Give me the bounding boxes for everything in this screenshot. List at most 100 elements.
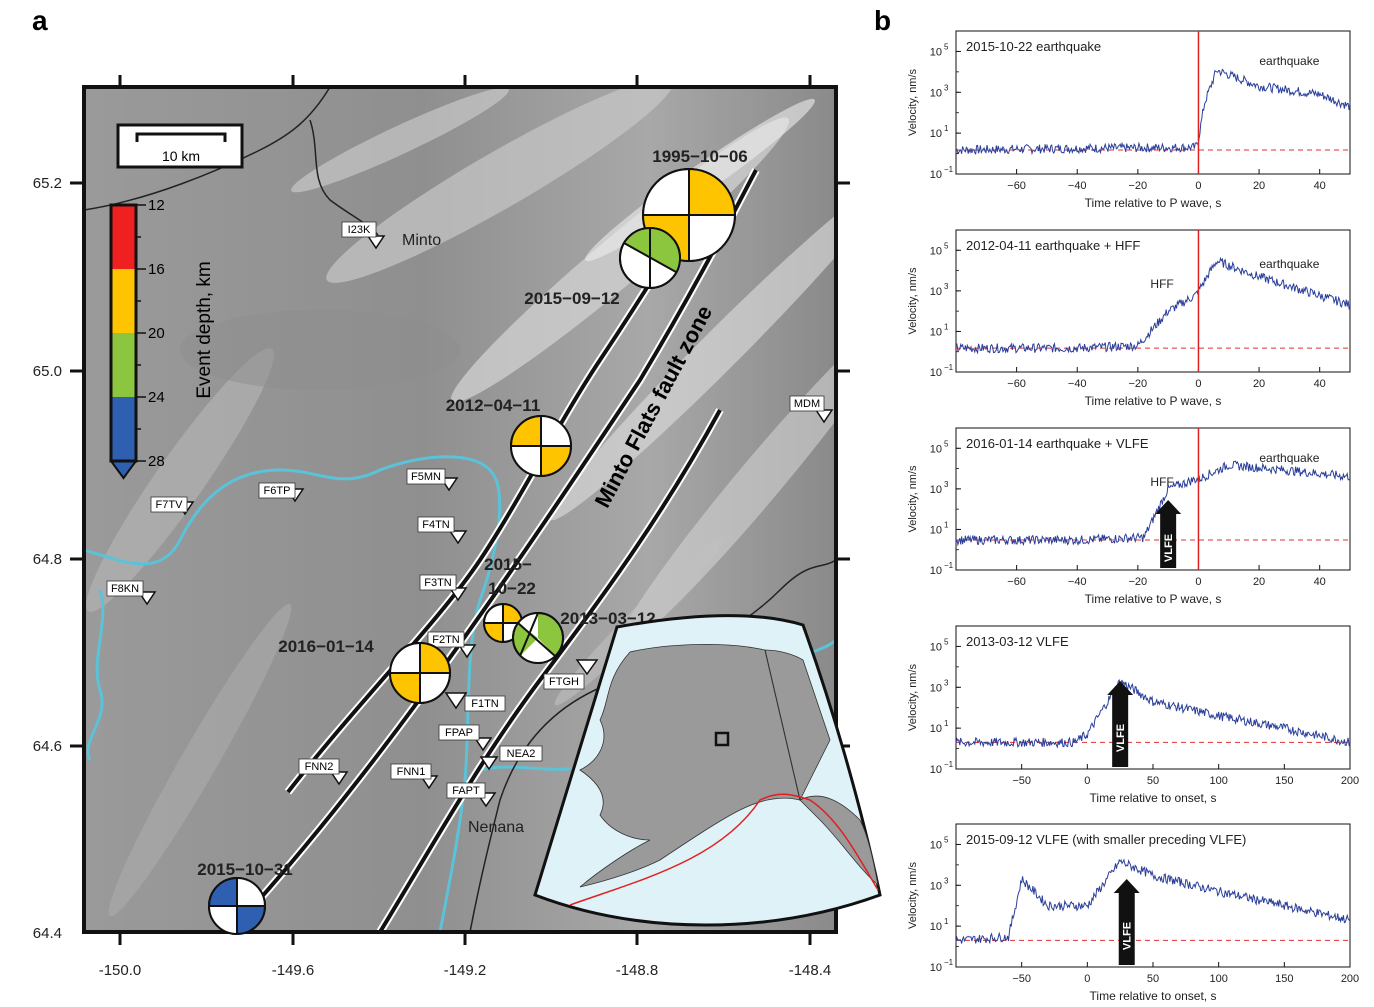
x-tick-label: −60 [1007,180,1026,192]
plot-frame [955,427,1351,571]
vlfe-arrow [1107,681,1134,767]
focal-mechanism-2012 [510,415,572,477]
station-f5mn: F5MN [406,468,459,492]
event-label-1995: 1995−10−06 [652,147,748,166]
vlfe-arrow [1113,879,1140,965]
y-tick-label: 10 [930,682,942,694]
panel-title: 2015-10-22 earthquake [966,39,1101,54]
y-axis-label: Velocity, nm/s [907,465,919,533]
depth-colorbar: 12 16 20 24 28 Event depth, km [109,197,215,480]
lon-tick-5: -148.4 [789,962,832,979]
svg-text:FAPT: FAPT [452,785,480,797]
annotation-hff: HFF [1150,277,1173,291]
station-f2tn: F2TN [427,631,477,659]
y-tick-exponent: 5 [944,835,949,844]
panel-title: 2016-01-14 earthquake + VLFE [966,436,1149,451]
y-tick-exponent: 5 [944,439,949,448]
station-fnn2: FNN2 [298,758,349,786]
focal-mechanism-2016 [389,642,451,704]
colorbar-tick-12: 12 [148,197,165,214]
x-axis-label: Time relative to onset, s [1090,989,1217,1003]
y-tick-exponent: −1 [944,958,954,967]
station-f3tn: F3TN [419,574,468,602]
lon-tick-4: -148.8 [616,962,659,979]
y-tick-exponent: 3 [944,282,949,291]
plot-frame [955,823,1351,968]
x-tick-label: 0 [1195,180,1201,192]
y-tick-label: 10 [930,484,942,496]
station-f4tn: F4TN [417,516,468,545]
y-tick-exponent: 5 [944,241,949,250]
x-axis-label: Time relative to onset, s [1090,791,1217,805]
lon-tick-1: -150.0 [99,962,142,979]
panel-b-label: b [874,5,891,36]
focal-mechanism-2013 [512,612,564,664]
x-tick-label: −40 [1068,180,1087,192]
panel-title: 2015-09-12 VLFE (with smaller preceding … [966,832,1246,847]
svg-text:FNN1: FNN1 [397,766,426,778]
y-tick-label: 10 [930,839,942,851]
x-tick-label: −20 [1129,378,1148,390]
y-tick-label: 10 [930,87,942,99]
x-tick-label: 100 [1209,775,1227,787]
event-label-2015-line2: 10−22 [488,579,536,598]
x-tick-label: −60 [1007,378,1026,390]
lat-tick-4: 64.6 [33,738,62,755]
y-tick-exponent: 5 [944,42,949,51]
y-tick-exponent: 1 [944,917,949,926]
y-axis-label: Velocity, nm/s [907,861,919,929]
waveform-trace [955,858,1351,945]
alaska-inset-map [533,614,882,927]
x-tick-label: 200 [1341,775,1359,787]
y-tick-label: 10 [930,128,942,140]
svg-text:F5MN: F5MN [411,471,441,483]
event-label-20151031: 2015−10−31 [197,860,293,879]
colorbar-tick-28: 28 [148,453,165,470]
svg-text:FNN2: FNN2 [305,761,334,773]
y-tick-label: 10 [930,46,942,58]
lon-tick-3: -149.2 [444,962,487,979]
svg-text:MDM: MDM [794,398,820,410]
x-tick-label: 0 [1084,775,1090,787]
x-tick-label: 50 [1147,973,1159,985]
y-tick-label: 10 [930,524,942,536]
svg-text:FPAP: FPAP [445,727,473,739]
x-tick-label: 150 [1275,775,1293,787]
focal-mechanism-20151031 [208,877,266,935]
y-tick-exponent: −1 [944,165,954,174]
panel-title: 2012-04-11 earthquake + HFF [966,238,1140,253]
svg-text:FTGH: FTGH [549,676,579,688]
lat-tick-3: 64.8 [33,551,62,568]
station-mdm: MDM [789,395,834,424]
x-tick-label: −40 [1068,378,1087,390]
x-tick-label: 20 [1253,378,1265,390]
y-tick-label: 10 [930,286,942,298]
y-tick-label: 10 [930,880,942,892]
station-fapt: FAPT [446,782,497,808]
waveform-trace [955,678,1351,749]
x-tick-label: −20 [1129,180,1148,192]
annotation-earthquake: earthquake [1259,257,1319,271]
x-tick-label: 0 [1195,378,1201,390]
x-tick-label: −50 [1012,775,1031,787]
annotation-earthquake: earthquake [1259,54,1319,68]
scale-bar: 10 km [116,123,244,169]
x-tick-label: 20 [1253,180,1265,192]
y-axis-label: Velocity, nm/s [907,68,919,136]
y-tick-label: 10 [930,326,942,338]
x-axis-label: Time relative to P wave, s [1085,196,1222,210]
town-minto: Minto [402,232,441,249]
event-label-2016: 2016−01−14 [278,637,374,656]
station-f7tv: F7TV [150,496,195,516]
y-tick-label: 10 [930,962,942,974]
vlfe-arrow-label: VLFE [1163,534,1175,562]
lat-tick-1: 65.2 [33,175,62,192]
station-f1tn: F1TN [444,692,506,712]
station-markers: I23K MDM F7TV F6TP F5MN F4TN F3TN F8KN F… [106,221,834,808]
